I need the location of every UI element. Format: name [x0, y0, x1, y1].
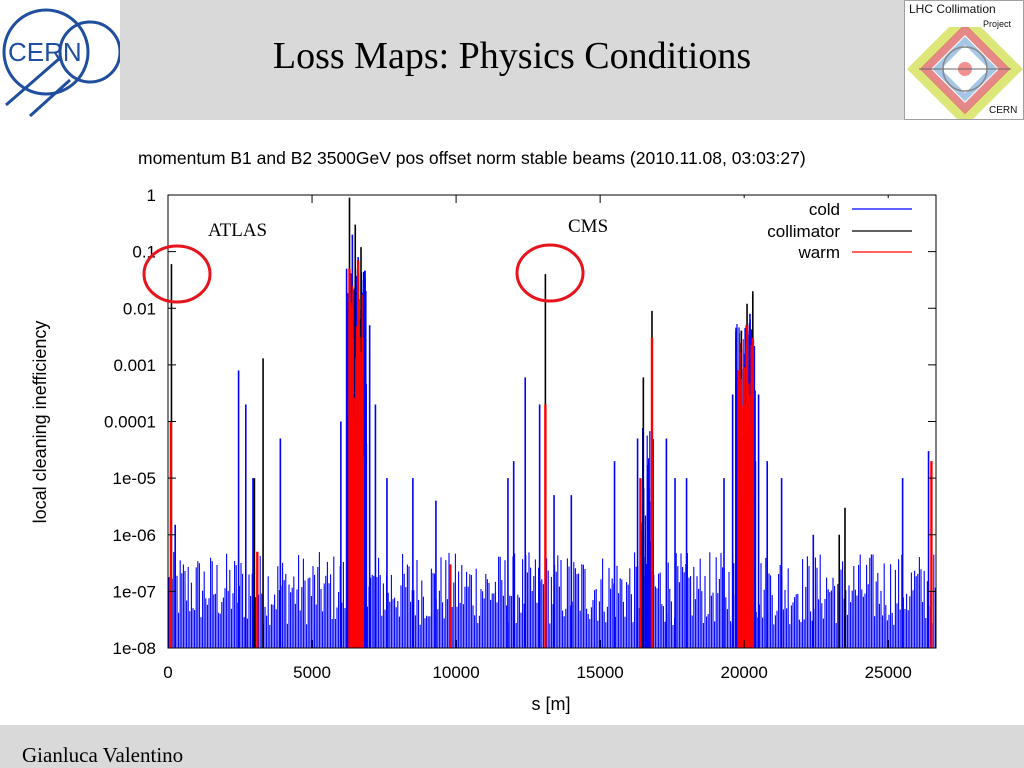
x-tick-label: 20000 [721, 663, 768, 682]
x-tick-label: 15000 [576, 663, 623, 682]
legend-label-warm: warm [797, 243, 840, 262]
cms-annotation: CMS [568, 216, 608, 237]
page-title: Loss Maps: Physics Conditions [272, 35, 752, 77]
x-tick-label: 25000 [865, 663, 912, 682]
y-axis-label: local cleaning inefficiency [30, 321, 50, 524]
y-tick-label: 0.0001 [104, 413, 156, 432]
lhc-logo-line1: LHC Collimation [909, 2, 996, 16]
slide-footer [0, 725, 1024, 768]
x-tick-label: 5000 [293, 663, 331, 682]
cern-logo: CERN [0, 0, 122, 120]
y-tick-label: 1 [147, 186, 156, 205]
cms-highlight-circle [515, 243, 585, 303]
y-tick-label: 1e-07 [113, 582, 156, 601]
atlas-highlight-circle [142, 244, 212, 304]
slide-header [0, 0, 1024, 120]
presenter-name: Gianluca Valentino [22, 743, 184, 767]
y-tick-label: 1e-05 [113, 469, 156, 488]
lhc-logo-line3: CERN [989, 105, 1018, 116]
warm-cluster [738, 332, 753, 648]
y-tick-label: 0.1 [132, 243, 156, 262]
y-tick-label: 1e-06 [113, 526, 156, 545]
y-tick-label: 0.01 [123, 299, 156, 318]
cold-noise-floor [168, 551, 936, 648]
chart-title: momentum B1 and B2 3500GeV pos offset no… [138, 148, 806, 168]
legend-label-cold: cold [809, 200, 840, 219]
cern-logo-icon: CERN [2, 8, 122, 118]
x-tick-label: 0 [163, 663, 172, 682]
x-axis-label: s [m] [532, 694, 571, 714]
cern-logo-text: CERN [8, 37, 82, 67]
lhc-logo-line2: Project [983, 19, 1012, 29]
legend: cold collimator warm [740, 198, 926, 264]
y-tick-label: 1e-08 [113, 639, 156, 658]
warm-cluster [348, 285, 365, 648]
loss-map-chart: 1e-081e-071e-061e-050.00010.0010.010.110… [30, 186, 937, 714]
collimation-emblem-icon [907, 27, 1023, 119]
x-tick-label: 10000 [432, 663, 479, 682]
y-tick-label: 0.001 [113, 356, 156, 375]
lhc-collimation-logo: LHC Collimation Project CERN [904, 0, 1024, 120]
legend-label-collimator: collimator [767, 222, 840, 241]
atlas-annotation: ATLAS [208, 220, 267, 241]
